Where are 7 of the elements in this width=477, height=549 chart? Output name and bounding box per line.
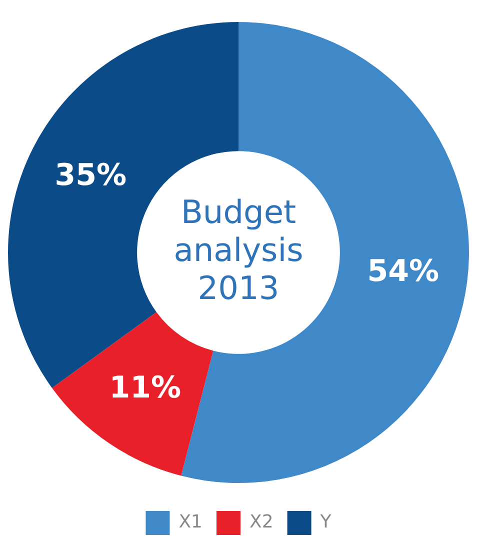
legend-label: X1 (178, 512, 203, 533)
data-label: 11% (109, 370, 182, 406)
text: Budget analysis 2013 (174, 192, 304, 307)
data-label: 54% (367, 254, 440, 290)
legend-label: Y (319, 512, 332, 533)
data-label: 35% (54, 158, 127, 193)
legend-label: X2 (250, 512, 274, 533)
